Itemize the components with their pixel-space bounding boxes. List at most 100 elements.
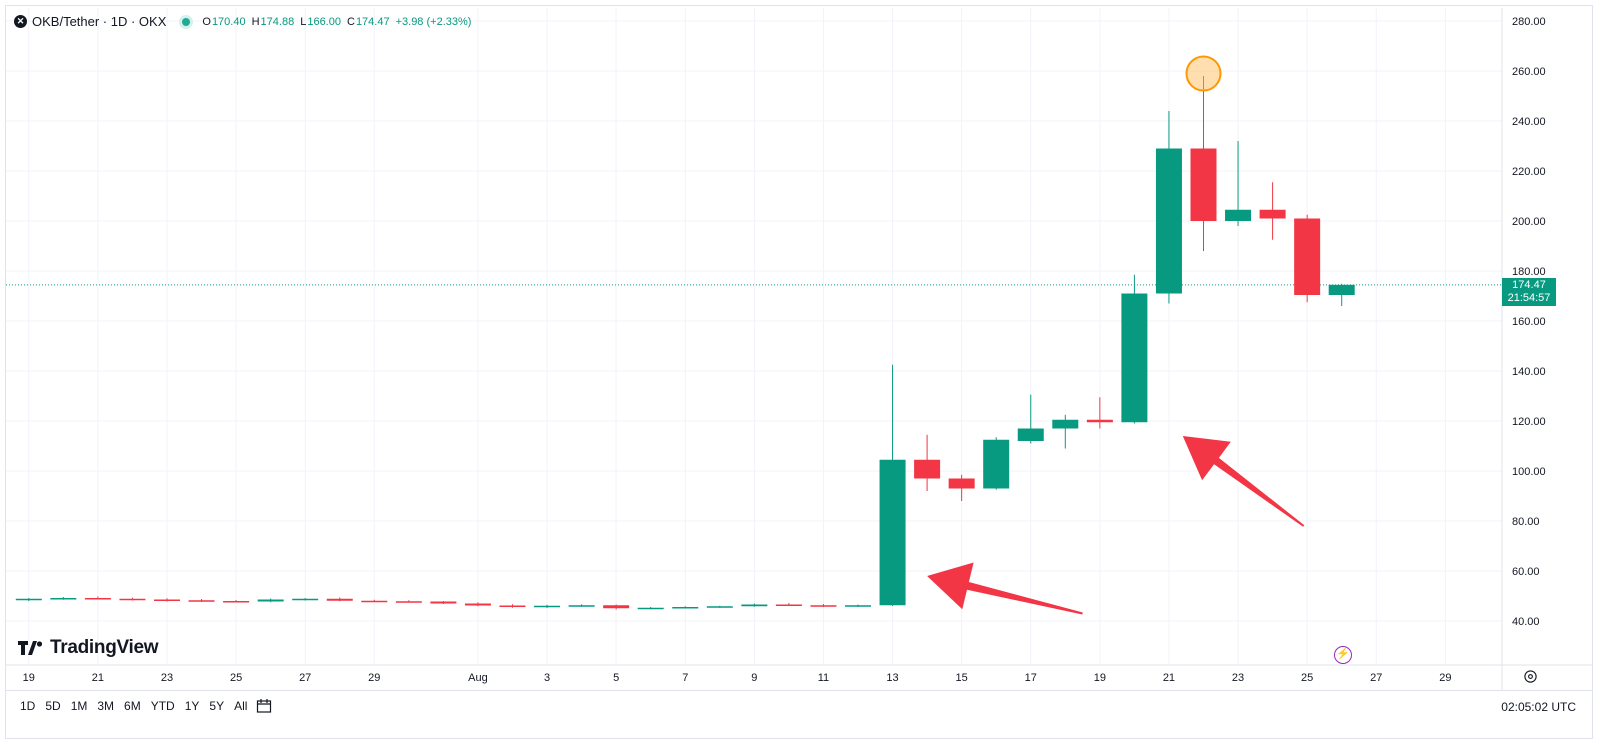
range-5y[interactable]: 5Y [209, 699, 225, 713]
candle-body[interactable] [1294, 218, 1321, 296]
annotation-arrow [927, 562, 1083, 615]
ohlc-high: H174.88 [251, 15, 295, 28]
candle-body[interactable] [257, 599, 284, 602]
chart-frame [5, 5, 1593, 739]
candle-body[interactable] [948, 478, 975, 489]
candle-body[interactable] [1225, 209, 1252, 221]
candle-body[interactable] [1155, 148, 1182, 294]
candle-body[interactable] [188, 600, 215, 602]
ohlc-close: C174.47 [346, 15, 390, 28]
x-tick-label: 9 [751, 672, 757, 684]
x-tick-label: 23 [1232, 672, 1244, 684]
y-tick-label: 100.00 [1512, 466, 1546, 478]
candle-body[interactable] [154, 599, 180, 602]
range-selector: 1D 5D 1M 3M 6M YTD 1Y 5Y All [20, 699, 257, 713]
x-tick-label: 25 [1301, 672, 1313, 684]
candle-body[interactable] [15, 598, 42, 601]
symbol-legend: ✕ OKB/Tether · 1D · OKX O170.40 H174.88 … [14, 14, 477, 29]
y-tick-label: 180.00 [1512, 266, 1546, 278]
x-tick-label: 21 [92, 672, 104, 684]
y-tick-label: 200.00 [1512, 216, 1546, 228]
okb-logo-icon: ✕ [14, 15, 27, 28]
bar-countdown: 21:54:57 [1507, 292, 1551, 304]
candle-body[interactable] [223, 601, 250, 603]
candle-body[interactable] [914, 459, 941, 479]
market-open-icon [182, 17, 191, 26]
candle-body[interactable] [499, 605, 526, 608]
x-tick-label: 25 [230, 672, 242, 684]
x-tick-label: 19 [23, 672, 35, 684]
y-tick-label: 40.00 [1512, 616, 1540, 628]
candle-body[interactable] [603, 605, 630, 609]
ohlc-low: L166.00 [300, 15, 341, 28]
x-tick-label: 29 [1439, 672, 1451, 684]
range-1m[interactable]: 1M [70, 699, 88, 713]
x-tick-label: 17 [1025, 672, 1037, 684]
range-all[interactable]: All [234, 699, 248, 713]
x-tick-label: Aug [468, 672, 488, 684]
candle-body[interactable] [1121, 293, 1148, 423]
candle-body[interactable] [672, 607, 699, 609]
peak-highlight-circle [1185, 55, 1222, 92]
y-tick-label: 240.00 [1512, 116, 1546, 128]
utc-clock[interactable]: 02:05:02 UTC [1501, 700, 1576, 714]
candle-body[interactable] [637, 607, 664, 610]
candle-body[interactable] [810, 605, 837, 607]
ohlc-open: O170.40 [202, 15, 246, 28]
last-price-value: 174.47 [1512, 279, 1546, 291]
candle-body[interactable] [326, 598, 353, 601]
candle-body[interactable] [775, 604, 802, 607]
x-tick-label: 27 [1370, 672, 1382, 684]
candle-body[interactable] [983, 439, 1010, 489]
range-3m[interactable]: 3M [97, 699, 115, 713]
candle-body[interactable] [395, 601, 422, 603]
candle-body[interactable] [1086, 419, 1113, 423]
y-tick-label: 260.00 [1512, 66, 1546, 78]
x-tick-label: 27 [299, 672, 311, 684]
candle-body[interactable] [430, 601, 457, 604]
candle-body[interactable] [1259, 209, 1286, 219]
lightning-icon[interactable]: ⚡ [1334, 646, 1352, 664]
symbol-title[interactable]: OKB/Tether · 1D · OKX [32, 14, 167, 29]
y-tick-label: 280.00 [1512, 16, 1546, 28]
range-1y[interactable]: 1Y [184, 699, 200, 713]
x-tick-label: 11 [818, 672, 829, 684]
annotation-arrow [1182, 436, 1305, 527]
x-tick-label: 3 [544, 672, 550, 684]
candle-body[interactable] [845, 605, 871, 607]
candle-body[interactable] [1017, 428, 1044, 442]
date-range-icon[interactable] [256, 698, 272, 714]
candle-body[interactable] [706, 606, 733, 608]
bottom-toolbar: 1D 5D 1M 3M 6M YTD 1Y 5Y All 02:05:02 UT… [6, 690, 1592, 724]
candle-body[interactable] [568, 605, 595, 607]
candle-body[interactable] [1190, 148, 1217, 222]
ohlc-change: +3.98 (+2.33%) [395, 15, 472, 28]
range-ytd[interactable]: YTD [150, 699, 175, 713]
x-tick-label: 21 [1163, 672, 1175, 684]
candle-body[interactable] [119, 598, 146, 601]
y-tick-label: 120.00 [1512, 416, 1546, 428]
y-tick-label: 60.00 [1512, 566, 1540, 578]
candle-body[interactable] [50, 598, 77, 600]
y-tick-label: 140.00 [1512, 366, 1546, 378]
candle-body[interactable] [361, 600, 388, 603]
range-1d[interactable]: 1D [20, 699, 36, 713]
candle-body[interactable] [84, 598, 111, 600]
settings-gear-icon[interactable] [1523, 669, 1538, 684]
tradingview-logo[interactable]: TradingView [18, 637, 159, 659]
range-5d[interactable]: 5D [45, 699, 61, 713]
candle-body[interactable] [1328, 284, 1355, 295]
candle-body[interactable] [464, 603, 491, 606]
y-tick-label: 220.00 [1512, 166, 1546, 178]
candle-body[interactable] [1052, 419, 1079, 429]
candle-body[interactable] [879, 459, 906, 606]
x-tick-label: 5 [613, 672, 619, 684]
candle-body[interactable] [741, 604, 768, 607]
range-6m[interactable]: 6M [124, 699, 141, 713]
x-tick-label: 13 [886, 672, 898, 684]
candle-body[interactable] [534, 605, 561, 608]
candle-body[interactable] [292, 598, 319, 601]
brand-name: TradingView [50, 637, 159, 658]
y-tick-label: 80.00 [1512, 516, 1540, 528]
